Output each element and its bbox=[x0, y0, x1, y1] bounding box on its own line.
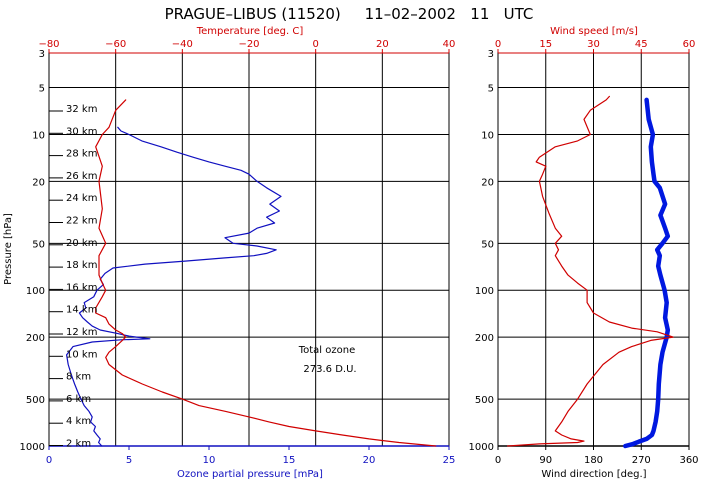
top-tick-label: −40 bbox=[172, 39, 193, 50]
altitude-label: 16 km bbox=[66, 282, 97, 293]
total-ozone-value: 273.6 D.U. bbox=[303, 364, 356, 375]
pressure-tick-label: 200 bbox=[475, 333, 494, 344]
altitude-label: 22 km bbox=[66, 216, 97, 227]
pressure-tick-label: 5 bbox=[488, 84, 494, 95]
top-tick-label: 45 bbox=[635, 39, 648, 50]
pressure-tick-label: 20 bbox=[481, 177, 494, 188]
pressure-tick-label: 1000 bbox=[469, 442, 494, 453]
pressure-tick-label: 500 bbox=[26, 395, 45, 406]
pressure-axis-label: Pressure [hPa] bbox=[3, 213, 14, 285]
top-tick-label: 0 bbox=[495, 39, 501, 50]
wind-speed-line bbox=[507, 95, 674, 447]
top-tick-label: 20 bbox=[376, 39, 389, 50]
pressure-tick-label: 3 bbox=[488, 49, 494, 60]
temperature-line bbox=[95, 99, 437, 447]
total-ozone-label: Total ozone bbox=[298, 345, 356, 356]
altitude-label: 14 km bbox=[66, 305, 97, 316]
altitude-label: 2 km bbox=[66, 439, 91, 450]
bottom-tick-label: 0 bbox=[46, 455, 52, 466]
bottom-tick-label: 5 bbox=[126, 455, 132, 466]
chart-title: PRAGUE–LIBUS (11520) 11–02–2002 11 UTC bbox=[165, 5, 534, 23]
top-tick-label: 15 bbox=[539, 39, 552, 50]
bottom-tick-label: 360 bbox=[679, 455, 698, 466]
pressure-tick-label: 100 bbox=[26, 286, 45, 297]
top-tick-label: 60 bbox=[683, 39, 696, 50]
bottom-tick-label: 270 bbox=[632, 455, 651, 466]
bottom-tick-label: 15 bbox=[283, 455, 296, 466]
altitude-label: 30 km bbox=[66, 126, 97, 137]
altitude-label: 18 km bbox=[66, 260, 97, 271]
pressure-tick-label: 1000 bbox=[20, 442, 45, 453]
bottom-tick-label: 90 bbox=[539, 455, 552, 466]
altitude-label: 24 km bbox=[66, 193, 97, 204]
top-tick-label: −80 bbox=[38, 39, 59, 50]
bottom-tick-label: 20 bbox=[363, 455, 376, 466]
top-tick-label: 30 bbox=[587, 39, 600, 50]
altitude-label: 12 km bbox=[66, 327, 97, 338]
altitude-label: 26 km bbox=[66, 171, 97, 182]
altitude-label: 32 km bbox=[66, 104, 97, 115]
pressure-tick-label: 50 bbox=[32, 239, 45, 250]
wind-direction-axis-label: Wind direction [deg.] bbox=[541, 469, 646, 480]
pressure-tick-label: 200 bbox=[26, 333, 45, 344]
top-tick-label: 40 bbox=[443, 39, 456, 50]
top-tick-label: −60 bbox=[105, 39, 126, 50]
bottom-tick-label: 25 bbox=[443, 455, 456, 466]
wind-speed-axis-label: Wind speed [m/s] bbox=[550, 26, 638, 37]
pressure-tick-label: 20 bbox=[32, 177, 45, 188]
pressure-tick-label: 5 bbox=[39, 84, 45, 95]
altitude-label: 4 km bbox=[66, 416, 91, 427]
ozone-axis-label: Ozone partial pressure [mPa] bbox=[177, 469, 323, 480]
pressure-tick-label: 50 bbox=[481, 239, 494, 250]
bottom-tick-label: 180 bbox=[584, 455, 603, 466]
altitude-label: 10 km bbox=[66, 349, 97, 360]
pressure-tick-label: 10 bbox=[32, 130, 45, 141]
wind-direction-line bbox=[623, 97, 671, 449]
top-tick-label: −20 bbox=[238, 39, 259, 50]
pressure-tick-label: 500 bbox=[475, 395, 494, 406]
ozone-temperature-panel: 3 5 10 20 50 100 200 500 1000 −80 −60 −40 −20 0 20 40 0 5… bbox=[20, 39, 456, 466]
bottom-tick-label: 0 bbox=[495, 455, 501, 466]
altitude-label: 28 km bbox=[66, 149, 97, 160]
altitude-label: 20 km bbox=[66, 238, 97, 249]
pressure-tick-label: 3 bbox=[39, 49, 45, 60]
temperature-axis-label: Temperature [deg. C] bbox=[196, 26, 304, 37]
top-tick-label: 0 bbox=[312, 39, 318, 50]
bottom-tick-label: 10 bbox=[203, 455, 216, 466]
altitude-label: 6 km bbox=[66, 394, 91, 405]
pressure-tick-label: 10 bbox=[481, 130, 494, 141]
altitude-label: 8 km bbox=[66, 372, 91, 383]
pressure-tick-label: 100 bbox=[475, 286, 494, 297]
